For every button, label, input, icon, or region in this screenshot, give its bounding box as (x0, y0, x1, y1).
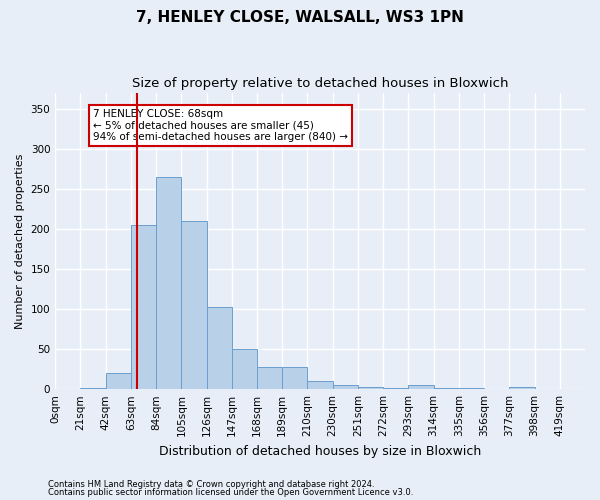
Bar (257, 367, 282, 389)
Text: 7, HENLEY CLOSE, WALSALL, WS3 1PN: 7, HENLEY CLOSE, WALSALL, WS3 1PN (136, 10, 464, 25)
Bar (106, 373, 131, 389)
Bar (383, 388, 409, 389)
Bar (459, 388, 484, 389)
Bar (358, 387, 383, 389)
Bar (332, 385, 358, 389)
Y-axis label: Number of detached properties: Number of detached properties (15, 154, 25, 329)
Bar (409, 385, 434, 389)
Title: Size of property relative to detached houses in Bloxwich: Size of property relative to detached ho… (132, 78, 508, 90)
Bar (509, 387, 535, 389)
Text: 7 HENLEY CLOSE: 68sqm
← 5% of detached houses are smaller (45)
94% of semi-detac: 7 HENLEY CLOSE: 68sqm ← 5% of detached h… (93, 109, 348, 142)
Bar (80, 388, 106, 389)
Bar (307, 381, 332, 389)
Bar (181, 221, 206, 389)
Text: Contains public sector information licensed under the Open Government Licence v3: Contains public sector information licen… (48, 488, 413, 497)
Bar (232, 349, 257, 389)
Bar (131, 225, 156, 389)
Bar (156, 177, 181, 389)
Bar (206, 306, 232, 389)
Bar (282, 367, 307, 389)
X-axis label: Distribution of detached houses by size in Bloxwich: Distribution of detached houses by size … (159, 444, 481, 458)
Bar (434, 388, 459, 389)
Text: Contains HM Land Registry data © Crown copyright and database right 2024.: Contains HM Land Registry data © Crown c… (48, 480, 374, 489)
